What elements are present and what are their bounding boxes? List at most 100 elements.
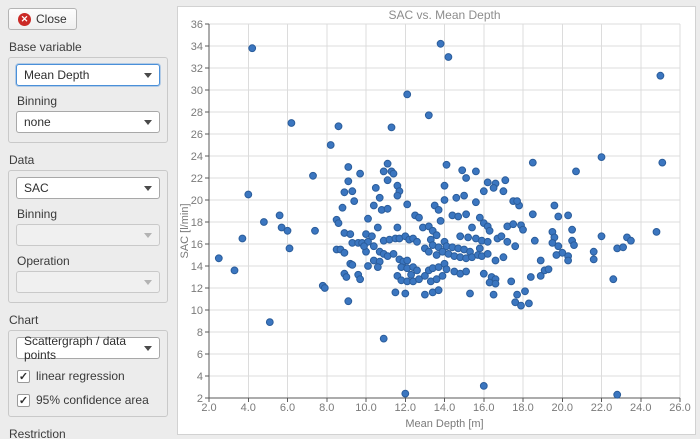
scatter-point[interactable] <box>528 210 537 219</box>
scatter-point[interactable] <box>536 272 545 280</box>
chart-panel[interactable]: 2.0 4.0 6.0 8.0 10.0 12.0 14.0 16.0 18.0 20.0 22.0… <box>177 6 696 435</box>
scatter-point[interactable] <box>589 255 598 264</box>
scatter-point[interactable] <box>283 226 292 235</box>
scatter-point[interactable] <box>379 167 388 176</box>
scatter-point[interactable] <box>656 71 665 80</box>
scatter-point[interactable] <box>326 141 335 149</box>
scatter-point[interactable] <box>440 181 449 190</box>
scatter-point[interactable] <box>424 111 433 120</box>
scatter-point[interactable] <box>460 191 469 200</box>
scatter-point[interactable] <box>554 212 563 221</box>
scatter-point[interactable] <box>475 213 484 222</box>
scatter-point[interactable] <box>407 270 416 279</box>
scatter-point[interactable] <box>275 211 284 220</box>
scatter-point[interactable] <box>517 301 525 310</box>
scatter-point[interactable] <box>356 275 365 284</box>
scatter-point[interactable] <box>383 204 392 213</box>
scatter-point[interactable] <box>568 225 577 234</box>
scatter-point[interactable] <box>373 263 382 272</box>
scatter-point[interactable] <box>519 225 527 234</box>
scatter-point[interactable] <box>340 188 349 197</box>
scatter-point[interactable] <box>244 190 253 199</box>
scatter-point[interactable] <box>368 232 376 241</box>
scatter-point[interactable] <box>438 272 447 280</box>
scatter-point[interactable] <box>344 297 353 306</box>
scatter-point[interactable] <box>483 178 492 187</box>
data-select[interactable]: SAC <box>16 177 160 199</box>
scatter-point[interactable] <box>364 214 372 223</box>
scatter-point[interactable] <box>485 226 494 235</box>
scatter-point[interactable] <box>597 153 606 162</box>
scatter-point[interactable] <box>434 286 443 295</box>
scatter-point[interactable] <box>462 267 471 276</box>
scatter-point[interactable] <box>613 390 622 399</box>
scatter-point[interactable] <box>552 251 561 259</box>
scatter-chart[interactable]: 2.0 4.0 6.0 8.0 10.0 12.0 14.0 16.0 18.0 20.0 22.0… <box>178 7 693 432</box>
scatter-point[interactable] <box>479 187 488 196</box>
scatter-point[interactable] <box>334 122 343 131</box>
scatter-point[interactable] <box>619 243 628 252</box>
scatter-point[interactable] <box>564 256 573 265</box>
scatter-point[interactable] <box>360 242 368 251</box>
scatter-point[interactable] <box>462 174 471 182</box>
scatter-point[interactable] <box>248 44 257 53</box>
scatter-point[interactable] <box>436 39 445 48</box>
scatter-point[interactable] <box>391 288 400 297</box>
scatter-point[interactable] <box>511 298 520 307</box>
scatter-point[interactable] <box>403 90 412 99</box>
scatter-point[interactable] <box>350 197 359 206</box>
scatter-point[interactable] <box>499 253 508 262</box>
scatter-point[interactable] <box>214 254 223 263</box>
scatter-point[interactable] <box>456 232 465 241</box>
scatter-point[interactable] <box>389 169 398 178</box>
scatter-point[interactable] <box>320 284 329 292</box>
scatter-point[interactable] <box>393 191 402 200</box>
scatter-point[interactable] <box>277 223 286 232</box>
scatter-point[interactable] <box>501 176 510 185</box>
scatter-point[interactable] <box>348 187 357 196</box>
scatter-point[interactable] <box>483 250 492 258</box>
scatter-point[interactable] <box>479 269 488 278</box>
confidence-area-checkbox[interactable]: ✓ 95% confidence area <box>17 393 160 407</box>
scatter-point[interactable] <box>491 279 500 288</box>
scatter-point[interactable] <box>403 256 412 265</box>
scatter-point[interactable] <box>389 250 398 258</box>
scatter-point[interactable] <box>344 163 353 171</box>
scatter-point[interactable] <box>383 159 392 168</box>
scatter-point[interactable] <box>489 290 498 299</box>
scatter-point[interactable] <box>442 265 451 274</box>
scatter-point[interactable] <box>344 177 353 186</box>
scatter-point[interactable] <box>364 262 372 270</box>
scatter-point[interactable] <box>334 219 343 228</box>
scatter-point[interactable] <box>472 198 480 207</box>
scatter-point[interactable] <box>458 166 467 175</box>
scatter-point[interactable] <box>513 290 522 299</box>
scatter-point[interactable] <box>373 223 382 232</box>
scatter-point[interactable] <box>658 158 667 167</box>
scatter-point[interactable] <box>513 197 522 206</box>
scatter-point[interactable] <box>285 244 294 253</box>
scatter-point[interactable] <box>499 187 508 196</box>
scatter-point[interactable] <box>393 223 402 232</box>
scatter-point[interactable] <box>507 277 516 286</box>
scatter-point[interactable] <box>413 237 421 246</box>
scatter-point[interactable] <box>401 389 410 398</box>
scatter-point[interactable] <box>238 234 247 243</box>
scatter-point[interactable] <box>369 242 378 251</box>
scatter-point[interactable] <box>432 251 441 259</box>
base-binning-select[interactable]: none <box>16 111 160 133</box>
scatter-point[interactable] <box>597 232 606 241</box>
scatter-point[interactable] <box>375 193 384 202</box>
scatter-point[interactable] <box>609 275 618 284</box>
scatter-point[interactable] <box>421 272 429 280</box>
scatter-point[interactable] <box>491 256 500 265</box>
base-variable-select[interactable]: Mean Depth <box>16 64 160 86</box>
scatter-point[interactable] <box>338 203 347 212</box>
scatter-point[interactable] <box>509 220 518 229</box>
scatter-point[interactable] <box>472 167 480 176</box>
scatter-point[interactable] <box>536 256 545 265</box>
scatter-point[interactable] <box>432 231 441 240</box>
scatter-point[interactable] <box>379 334 388 343</box>
scatter-point[interactable] <box>230 266 239 275</box>
scatter-point[interactable] <box>387 123 396 132</box>
